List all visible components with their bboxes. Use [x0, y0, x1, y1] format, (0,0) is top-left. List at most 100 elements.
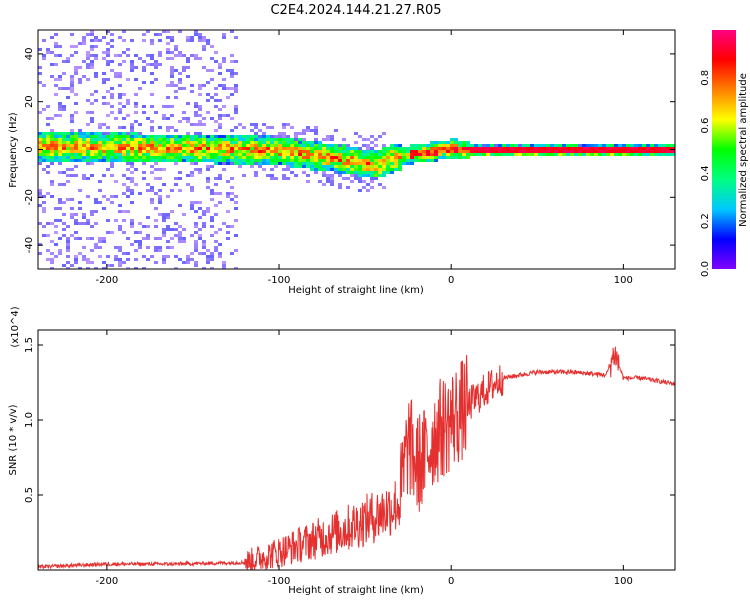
spectrogram-cell	[626, 153, 630, 156]
spectrogram-cell	[546, 153, 550, 156]
spectrogram-cell	[130, 225, 134, 228]
spectrogram-cell	[90, 135, 94, 138]
spectrogram-cell	[270, 150, 274, 153]
spectrogram-cell	[82, 177, 86, 180]
spectrogram-cell	[206, 147, 210, 150]
spectrogram-cell	[362, 168, 366, 171]
spectrogram-cell	[46, 105, 50, 108]
spectrogram-cell	[38, 204, 42, 207]
spectrogram-cell	[278, 135, 282, 138]
spectrogram-cell	[366, 162, 370, 165]
spectrogram-cell	[38, 195, 42, 198]
spectrogram-cell	[234, 111, 238, 114]
spectrogram-cell	[210, 252, 214, 255]
x-tick-label: -100	[268, 576, 291, 587]
spectrogram-cell	[206, 150, 210, 153]
spectrogram-cell	[190, 186, 194, 189]
spectrogram-cell	[126, 258, 130, 261]
spectrogram-cell	[450, 156, 454, 159]
spectrogram-cell	[362, 144, 366, 147]
spectrogram-cell	[142, 144, 146, 147]
spectrogram-cell	[130, 135, 134, 138]
spectrogram-cell	[394, 159, 398, 162]
spectrogram-cell	[322, 153, 326, 156]
spectrogram-cell	[46, 138, 50, 141]
spectrogram-cell	[402, 150, 406, 153]
spectrogram-cell	[170, 39, 174, 42]
spectrogram-cell	[106, 159, 110, 162]
spectrogram-cell	[662, 147, 666, 150]
spectrogram-cell	[90, 162, 94, 165]
spectrogram-cell	[122, 39, 126, 42]
spectrogram-cell	[206, 156, 210, 159]
snr-frame	[37, 329, 676, 571]
spectrogram-cell	[198, 36, 202, 39]
spectrogram-cell	[166, 195, 170, 198]
spectrogram-cell	[634, 150, 638, 153]
spectrogram-cell	[430, 147, 434, 150]
spectrogram-cell	[150, 126, 154, 129]
spectrogram-cell	[42, 168, 46, 171]
spectrogram-cell	[106, 153, 110, 156]
spectrogram-cell	[334, 147, 338, 150]
spectrogram-cell	[374, 153, 378, 156]
spectrogram-cell	[162, 135, 166, 138]
spectrogram-cell	[322, 138, 326, 141]
spectrogram-cell	[214, 162, 218, 165]
spectrogram-cell	[190, 258, 194, 261]
spectrogram-cell	[230, 144, 234, 147]
spectrogram-cell	[262, 159, 266, 162]
spectrogram-cell	[118, 264, 122, 267]
spectrogram-cell	[110, 174, 114, 177]
spectrogram-cell	[434, 147, 438, 150]
spectrogram-cell	[526, 144, 530, 147]
spectrogram-cell	[58, 138, 62, 141]
spectrogram-cell	[230, 159, 234, 162]
spectrogram-cell	[42, 159, 46, 162]
spectrogram-cell	[206, 99, 210, 102]
spectrogram-cell	[290, 141, 294, 144]
spectrogram-cell	[98, 147, 102, 150]
spectrogram-cell	[70, 138, 74, 141]
spectrogram-cell	[418, 153, 422, 156]
spectrogram-cell	[190, 153, 194, 156]
spectrogram-cell	[386, 171, 390, 174]
spectrogram-cell	[398, 168, 402, 171]
spectrogram-cell	[90, 33, 94, 36]
spectrogram-cell	[122, 51, 126, 54]
spectrogram-cell	[238, 150, 242, 153]
spectrogram-cell	[334, 144, 338, 147]
spectrogram-cell	[182, 144, 186, 147]
spectrogram-cell	[250, 153, 254, 156]
spectrogram-cell	[642, 150, 646, 153]
spectrogram-cell	[38, 162, 42, 165]
spectrogram-cell	[382, 171, 386, 174]
spectrogram-cell	[214, 213, 218, 216]
spectrogram-cell	[94, 72, 98, 75]
colorbar-tick-label: 0.8	[700, 70, 711, 86]
spectrogram-cell	[126, 102, 130, 105]
spectrogram-cell	[154, 246, 158, 249]
spectrogram-cell	[114, 144, 118, 147]
spectrogram-cell	[106, 255, 110, 258]
spectrogram-cell	[622, 144, 626, 147]
spectrogram-cell	[114, 156, 118, 159]
spectrogram-cell	[58, 252, 62, 255]
spectrogram-cell	[178, 78, 182, 81]
spectrogram-cell	[118, 159, 122, 162]
spectrogram-cell	[118, 156, 122, 159]
spectrogram-cell	[266, 144, 270, 147]
spectrogram-cell	[54, 144, 58, 147]
spectrogram-cell	[66, 132, 70, 135]
spectrogram-cell	[54, 150, 58, 153]
spectrogram-cell	[270, 168, 274, 171]
spectrogram-cell	[46, 51, 50, 54]
spectrogram-cell	[282, 138, 286, 141]
spectrogram-cell	[338, 162, 342, 165]
spectrogram-cell	[86, 57, 90, 60]
spectrogram-cell	[118, 150, 122, 153]
spectrogram-cell	[110, 162, 114, 165]
x-tick-label: 0	[448, 275, 454, 286]
spectrogram-cell	[234, 219, 238, 222]
